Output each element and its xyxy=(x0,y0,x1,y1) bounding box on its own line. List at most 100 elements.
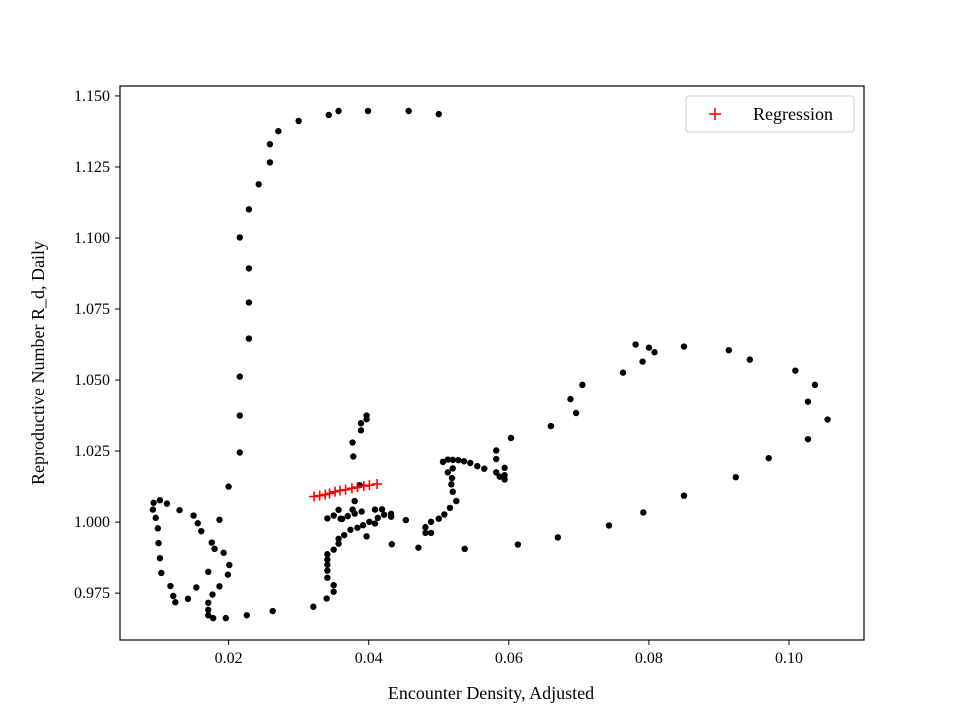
regression-point-5 xyxy=(334,485,345,496)
data-point-106 xyxy=(449,488,456,495)
regression-point-7 xyxy=(346,483,357,494)
x-axis-label: Encounter Density, Adjusted xyxy=(388,683,594,703)
data-point-2 xyxy=(405,107,412,115)
data-point-82 xyxy=(338,515,346,523)
data-point-94 xyxy=(387,510,395,518)
data-point-143 xyxy=(725,347,732,354)
data-point-110 xyxy=(449,465,456,472)
data-point-77 xyxy=(344,512,351,520)
data-point-149 xyxy=(804,398,812,405)
data-point-80 xyxy=(330,512,337,519)
y-tick-label: 1.125 xyxy=(74,159,110,176)
data-point-16 xyxy=(236,412,243,419)
data-point-54 xyxy=(323,595,330,602)
data-point-53 xyxy=(310,603,317,610)
data-point-111 xyxy=(439,458,447,466)
data-point-145 xyxy=(746,356,754,363)
legend-box xyxy=(685,95,855,133)
legend-label-regression: Regression xyxy=(753,104,833,124)
data-point-56 xyxy=(330,581,337,589)
data-point-100 xyxy=(427,529,435,537)
data-point-109 xyxy=(444,469,452,476)
data-point-148 xyxy=(804,435,812,443)
data-point-88 xyxy=(357,420,365,427)
data-point-52 xyxy=(269,607,276,615)
data-point-61 xyxy=(324,551,331,558)
data-point-141 xyxy=(680,343,688,350)
data-point-92 xyxy=(363,533,370,540)
data-point-8 xyxy=(266,159,274,166)
data-point-67 xyxy=(354,524,361,531)
data-point-147 xyxy=(792,367,799,374)
x-tick-label: 0.02 xyxy=(215,650,243,667)
data-point-116 xyxy=(467,459,474,467)
data-point-24 xyxy=(154,525,162,532)
data-point-35 xyxy=(198,527,205,535)
data-point-29 xyxy=(170,592,177,600)
data-point-131 xyxy=(567,395,574,403)
data-point-139 xyxy=(645,344,653,351)
data-point-32 xyxy=(184,595,192,603)
data-point-91 xyxy=(351,497,358,505)
data-point-46 xyxy=(222,614,229,622)
data-point-112 xyxy=(444,456,452,463)
x-tick-label: 0.06 xyxy=(495,650,523,667)
data-point-44 xyxy=(205,612,212,619)
data-point-37 xyxy=(208,539,215,546)
data-point-146 xyxy=(765,454,772,462)
data-point-114 xyxy=(455,456,462,464)
data-point-17 xyxy=(236,449,243,456)
data-point-93 xyxy=(371,520,379,527)
data-point-49 xyxy=(226,561,233,569)
data-point-104 xyxy=(446,504,454,512)
data-point-7 xyxy=(266,141,274,148)
axes: 0.02 0.04 0.06 0.08 0.10 0.975 1.000 1.025 1.050… xyxy=(74,85,865,667)
x-tick-label: 0.04 xyxy=(355,650,383,667)
data-point-28 xyxy=(167,582,174,590)
data-point-1 xyxy=(364,107,372,115)
data-point-101 xyxy=(427,518,435,526)
data-point-30 xyxy=(172,599,179,606)
data-point-130 xyxy=(554,534,562,541)
data-point-140 xyxy=(651,349,658,356)
data-point-48 xyxy=(224,571,232,578)
data-point-41 xyxy=(209,591,216,598)
data-point-113 xyxy=(449,456,456,464)
data-point-121 xyxy=(493,469,500,476)
data-point-34 xyxy=(194,520,201,527)
data-point-14 xyxy=(245,335,253,342)
data-point-73 xyxy=(378,506,386,513)
data-point-96 xyxy=(402,516,410,524)
data-point-117 xyxy=(474,462,481,470)
data-point-87 xyxy=(357,427,365,434)
data-point-83 xyxy=(349,506,356,513)
data-point-138 xyxy=(640,509,647,516)
regression-point-11 xyxy=(372,479,383,490)
data-point-103 xyxy=(441,511,448,518)
regression-point-4 xyxy=(330,486,341,497)
y-tick-label: 1.025 xyxy=(74,443,110,460)
data-point-33 xyxy=(190,512,197,519)
y-tick-label: 1.075 xyxy=(74,301,110,318)
data-point-27 xyxy=(158,569,165,577)
data-point-124 xyxy=(501,476,508,483)
data-point-142 xyxy=(680,492,688,499)
data-point-36 xyxy=(205,568,212,576)
data-point-9 xyxy=(255,181,262,188)
data-point-22 xyxy=(149,506,157,513)
data-point-97 xyxy=(415,544,422,551)
y-axis-label: Reproductive Number R_d, Daily xyxy=(28,241,48,485)
data-point-86 xyxy=(349,439,356,446)
data-point-50 xyxy=(193,584,200,591)
data-point-20 xyxy=(156,497,164,504)
regression-point-0 xyxy=(309,491,320,502)
data-point-137 xyxy=(639,358,646,365)
y-tick-label: 1.000 xyxy=(74,514,110,531)
data-point-115 xyxy=(460,458,468,465)
data-point-70 xyxy=(374,514,382,522)
data-point-127 xyxy=(507,434,515,442)
data-point-71 xyxy=(380,511,388,518)
data-points xyxy=(149,107,831,622)
data-point-26 xyxy=(156,554,164,562)
data-point-81 xyxy=(335,506,342,514)
